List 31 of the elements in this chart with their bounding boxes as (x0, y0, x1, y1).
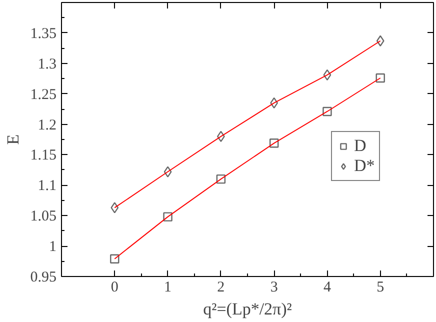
y-tick-label: 1.2 (38, 117, 56, 134)
x-axis-title: q²=(Lp*/2π)² (203, 300, 292, 318)
y-tick-label: 1.35 (30, 26, 56, 42)
y-tick-label: 1.25 (30, 86, 56, 103)
legend-label: D (354, 136, 368, 156)
x-tick-label: 3 (270, 280, 278, 296)
point (376, 35, 384, 46)
point (110, 254, 120, 264)
point (216, 174, 226, 184)
point (269, 138, 279, 148)
y-tick-label: 1.05 (30, 208, 56, 225)
y-tick-label: 0.95 (30, 270, 56, 286)
point (164, 166, 172, 178)
x-tick-label: 2 (217, 280, 225, 296)
legend-label: D* (354, 156, 375, 176)
x-tick-label: 0 (110, 280, 118, 296)
point (110, 202, 119, 214)
x-tick-label: 4 (323, 280, 332, 296)
point (163, 212, 172, 222)
point (270, 97, 278, 109)
point (323, 69, 332, 81)
point (376, 73, 385, 83)
x-tick-label: 5 (376, 280, 384, 296)
y-axis-title: E (3, 134, 22, 145)
y-tick-label: 1.3 (38, 56, 56, 72)
y-tick-label: 1 (49, 239, 56, 256)
point (216, 130, 225, 142)
y-tick-label: 1.15 (30, 148, 56, 164)
x-tick-label: 1 (164, 280, 172, 296)
point (322, 106, 332, 116)
y-tick-label: 1.1 (38, 178, 56, 194)
